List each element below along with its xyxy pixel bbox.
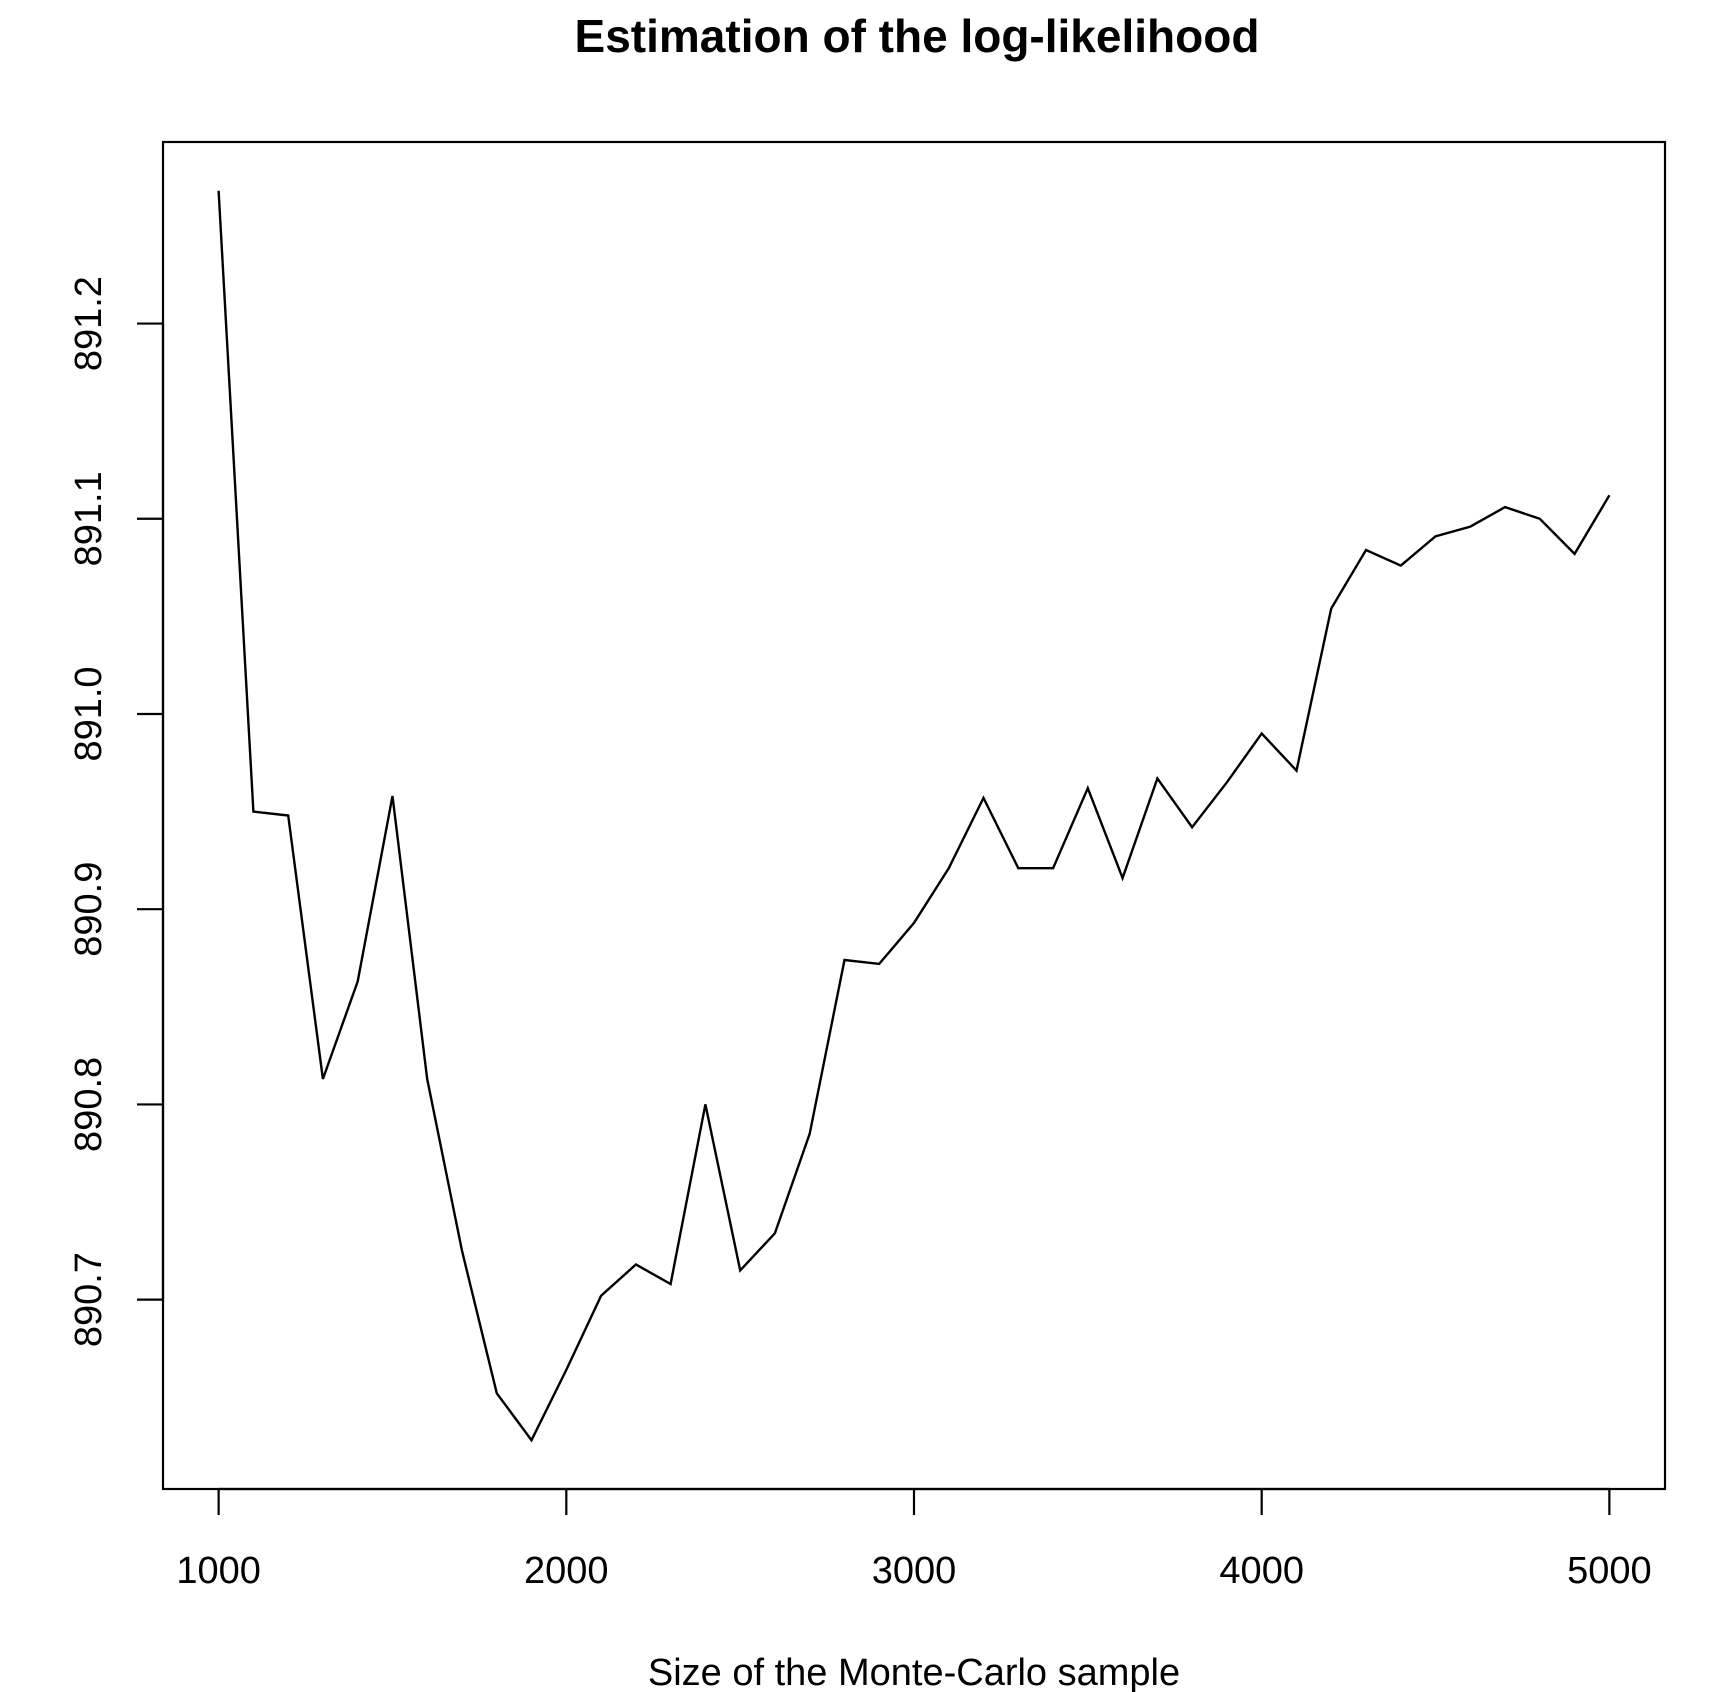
x-tick-label: 5000 [1567,1550,1652,1592]
x-tick-label: 4000 [1219,1550,1304,1592]
y-tick-label: 891.2 [68,276,110,371]
chart-title: Estimation of the log-likelihood [575,10,1260,62]
y-tick-label: 891.1 [68,471,110,566]
x-tick-label: 1000 [176,1550,261,1592]
x-tick-label: 2000 [524,1550,609,1592]
y-tick-label: 890.7 [68,1252,110,1347]
x-axis: 1000 2000 3000 4000 5000 [176,1487,1652,1592]
series-line [217,190,1611,1443]
y-tick-label: 890.8 [68,1057,110,1152]
y-axis: 890.7 890.8 890.9 891.0 891.1 891.2 [68,276,165,1347]
series-layer [217,190,1611,1443]
y-tick-label: 890.9 [68,862,110,957]
x-axis-label: Size of the Monte-Carlo sample [648,1652,1180,1692]
y-tick-label: 891.0 [68,666,110,761]
x-tick-label: 3000 [872,1550,957,1592]
